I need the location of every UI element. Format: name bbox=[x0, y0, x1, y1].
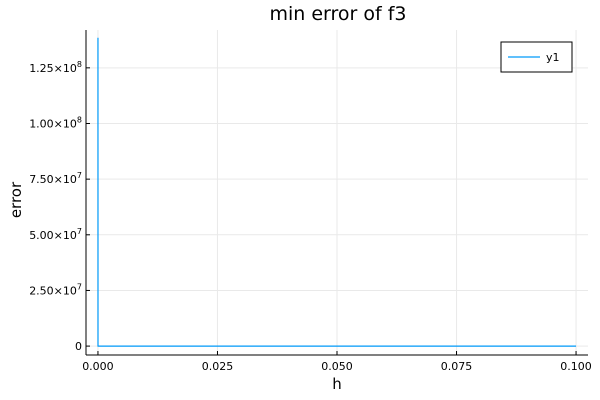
x-tick-label: 0.100 bbox=[560, 360, 592, 373]
series-layer bbox=[97, 37, 577, 347]
x-tick-label: 0.050 bbox=[321, 360, 353, 373]
legend: y1 bbox=[500, 41, 573, 73]
y-tick-label: 5.00×107 bbox=[29, 227, 82, 242]
y-tick-label: 0 bbox=[75, 340, 82, 353]
x-tick-label: 0.025 bbox=[202, 360, 234, 373]
y-ticks: 0 2.50×107 5.00×107 7.50×107 1.00×108 1.25×10… bbox=[29, 60, 90, 353]
y-tick-label: 1.00×108 bbox=[29, 115, 82, 130]
y-tick-label: 1.25×108 bbox=[29, 60, 82, 75]
x-tick-label: 0.000 bbox=[82, 360, 114, 373]
y-tick-label: 7.50×107 bbox=[29, 171, 82, 186]
grid-lines bbox=[86, 30, 588, 355]
x-tick-label: 0.075 bbox=[441, 360, 473, 373]
chart-title: min error of f3 bbox=[269, 3, 406, 25]
series-line-y1 bbox=[97, 37, 577, 347]
y-axis-title: error bbox=[7, 181, 25, 218]
x-axis-title: h bbox=[332, 375, 342, 393]
x-ticks: 0.000 0.025 0.050 0.075 0.100 bbox=[82, 351, 592, 373]
legend-label-y1: y1 bbox=[546, 51, 560, 64]
y-tick-label: 2.50×107 bbox=[29, 282, 82, 297]
